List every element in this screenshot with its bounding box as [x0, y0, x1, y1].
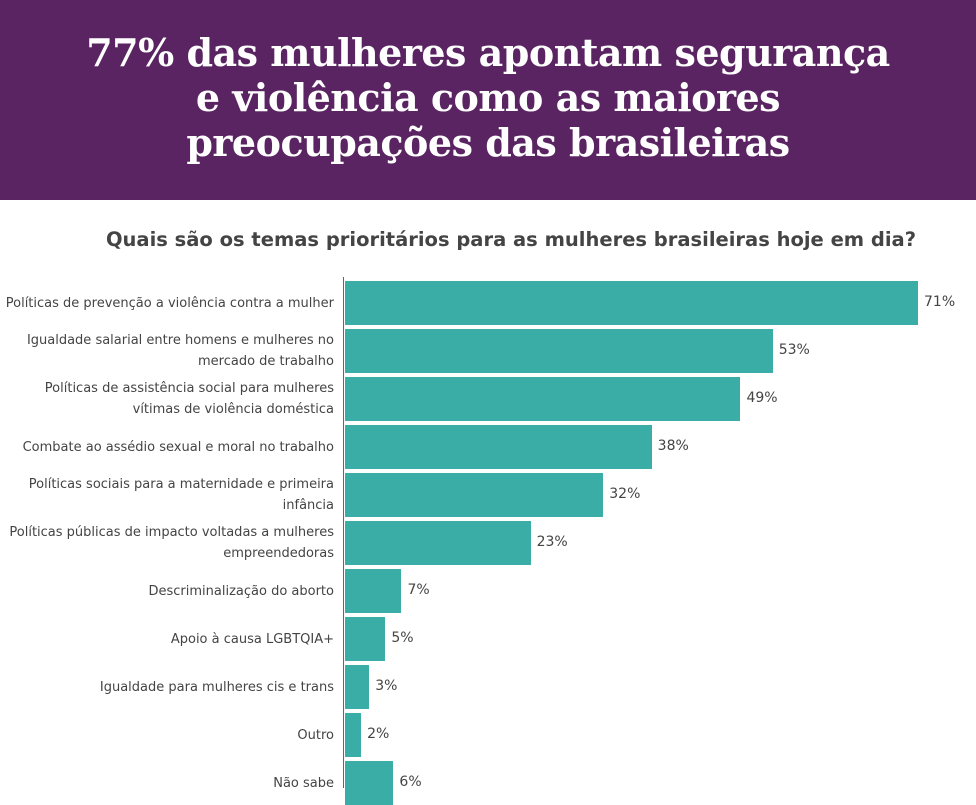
bar — [345, 665, 370, 709]
bar — [345, 617, 386, 661]
bar — [345, 377, 741, 421]
value-label: 53% — [778, 342, 810, 358]
category-label: Políticas públicas de impacto voltadas a… — [9, 525, 334, 561]
bar — [345, 569, 402, 613]
category-label: Combate ao assédio sexual e moral no tra… — [22, 439, 334, 455]
category-label: Políticas de prevenção a violência contr… — [5, 295, 334, 311]
category-label: Igualdade para mulheres cis e trans — [99, 679, 334, 695]
value-label: 23% — [536, 534, 568, 550]
bar — [345, 521, 531, 565]
bar — [345, 329, 773, 373]
bar — [345, 281, 918, 325]
value-label: 7% — [407, 582, 430, 598]
bar — [345, 761, 394, 805]
category-label: Descriminalização do aborto — [148, 583, 335, 599]
bar — [345, 425, 652, 469]
category-label: Apoio à causa LGBTQIA+ — [170, 631, 334, 647]
value-label: 3% — [375, 678, 398, 694]
bar — [345, 473, 604, 517]
bar — [345, 713, 362, 757]
value-label: 6% — [399, 774, 422, 790]
value-label: 38% — [657, 438, 689, 454]
category-label: Igualdade salarial entre homens e mulher… — [26, 333, 334, 369]
value-label: 32% — [609, 486, 641, 502]
chart-title: Quais são os temas prioritários para as … — [105, 228, 917, 251]
category-label: Outro — [297, 727, 334, 743]
value-label: 5% — [391, 630, 414, 646]
bar-chart: Políticas de prevenção a violência contr… — [5, 277, 956, 805]
category-label: Não sabe — [273, 775, 334, 791]
value-label: 2% — [367, 726, 390, 742]
header-banner: 77% das mulheres apontam segurança e vio… — [0, 0, 976, 200]
category-label: Políticas sociais para a maternidade e p… — [28, 477, 334, 513]
category-label: Políticas de assistência social para mul… — [44, 381, 334, 417]
page-title: 77% das mulheres apontam segurança e vio… — [86, 30, 890, 165]
y-axis-line — [343, 277, 344, 788]
value-label: 49% — [746, 390, 778, 406]
value-label: 71% — [924, 294, 956, 310]
